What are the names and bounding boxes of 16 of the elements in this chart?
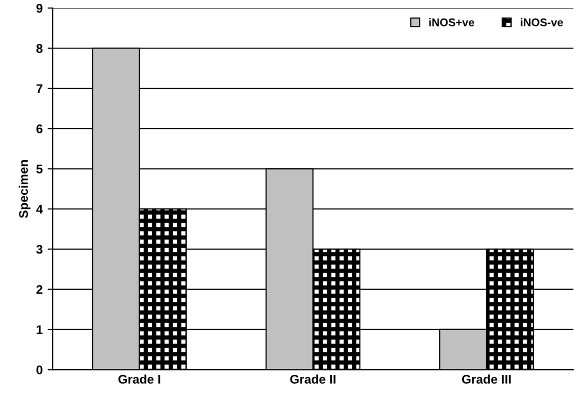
legend-label: iNOS+ve — [429, 18, 474, 26]
y-tick-label: 1 — [36, 325, 43, 334]
x-tick-label: Grade II — [290, 374, 336, 384]
y-tick-label: 2 — [36, 285, 42, 294]
legend-label: iNOS-ve — [520, 18, 563, 26]
y-tick-label: 3 — [36, 244, 42, 254]
y-tick-label: 4 — [36, 204, 43, 214]
x-tick-label: Grade III — [462, 374, 511, 384]
x-tick-label: Grade I — [118, 374, 160, 384]
y-tick-label: 0 — [36, 365, 42, 374]
y-tick-label: 6 — [36, 124, 42, 134]
y-tick-label: 5 — [36, 164, 43, 174]
y-tick-label: 7 — [36, 84, 42, 93]
y-tick-label: 9 — [36, 4, 42, 13]
y-axis-title: Specimen — [18, 160, 30, 218]
y-tick-label: 8 — [36, 44, 43, 53]
